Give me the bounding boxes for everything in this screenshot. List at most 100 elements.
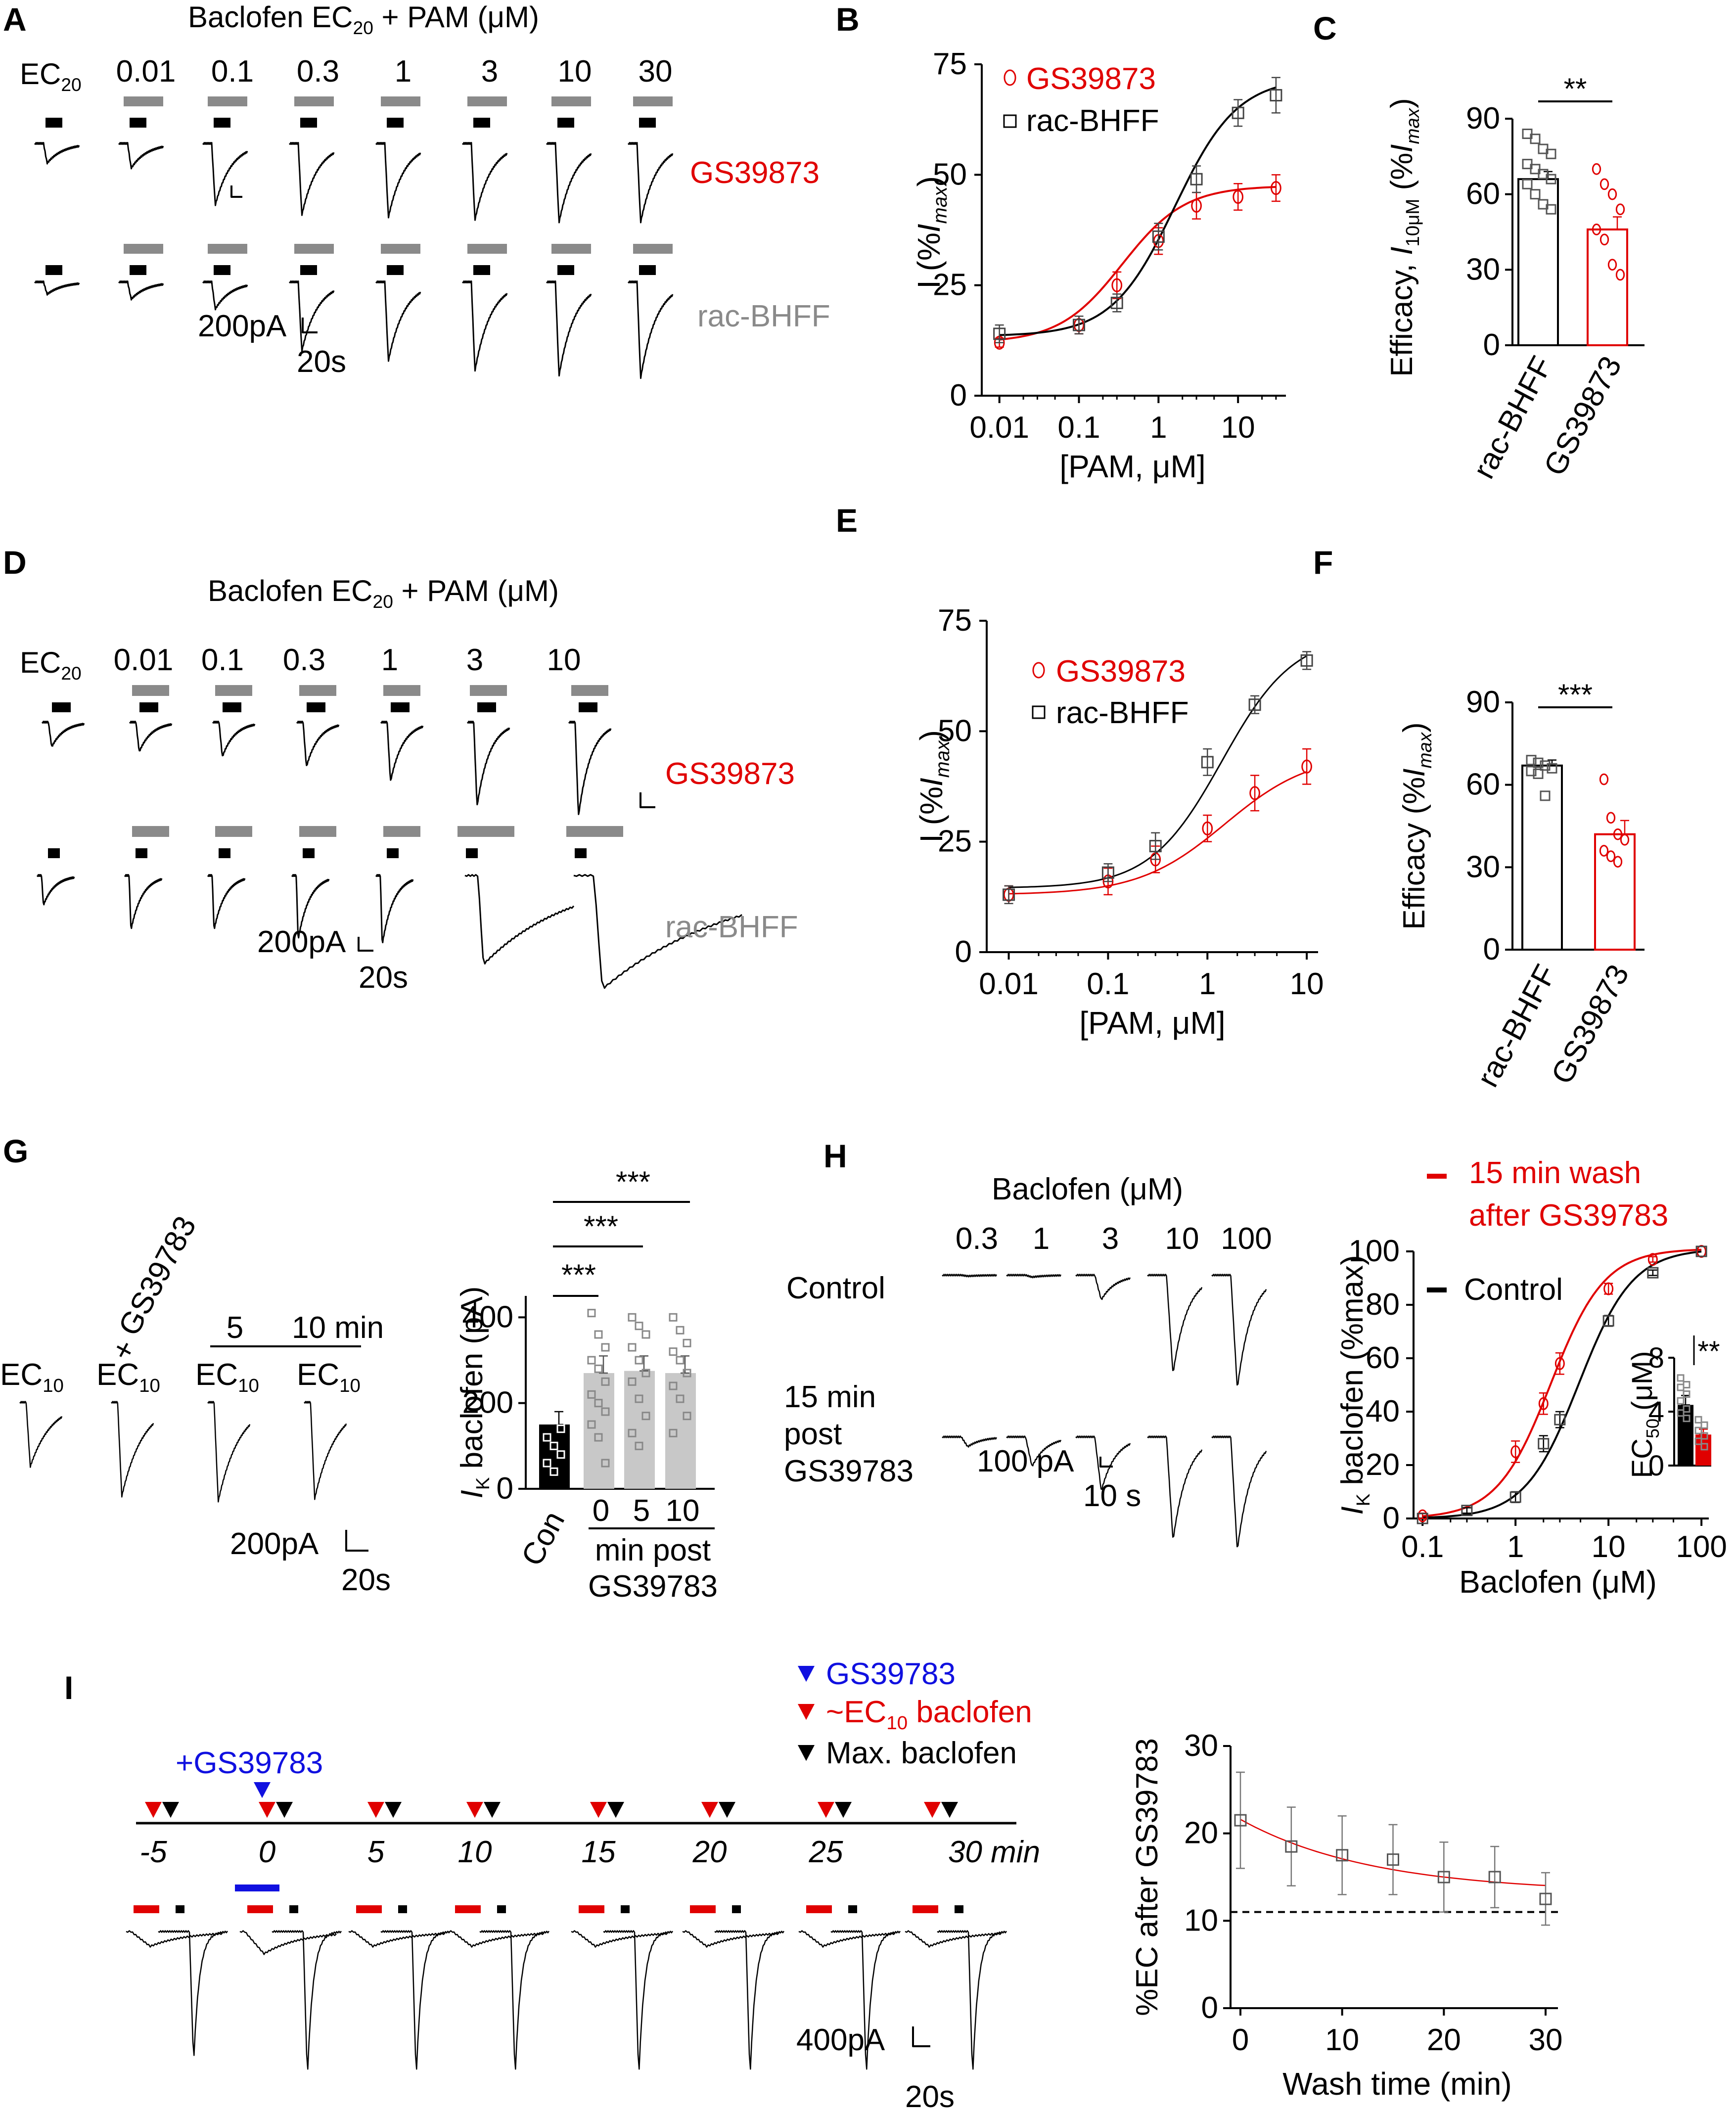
data-point	[1606, 812, 1616, 824]
current-trace	[942, 1274, 998, 1278]
y-tick-label: 0	[1383, 1501, 1400, 1535]
inset-tick-label: 0	[1648, 1450, 1664, 1482]
ec10-marker	[924, 1802, 941, 1818]
ec10-bar	[247, 1905, 273, 1913]
data-point	[1599, 845, 1609, 857]
conc-label: 10	[558, 54, 592, 89]
label-part: EC	[195, 1358, 238, 1392]
data-point	[1201, 756, 1214, 769]
data-point	[641, 1369, 650, 1378]
time-label: 5	[227, 1311, 243, 1345]
data-point	[1647, 1253, 1658, 1266]
x-tick-label: 30	[1529, 2023, 1563, 2057]
data-point	[1683, 1415, 1690, 1423]
label-part: I	[914, 778, 949, 786]
max-marker	[719, 1802, 735, 1818]
time-label: 10 min	[292, 1311, 384, 1345]
data-point	[1647, 1267, 1659, 1279]
conc-label: 30	[639, 54, 673, 89]
data-point	[1677, 1374, 1685, 1382]
label-part: I	[455, 1490, 489, 1498]
label-part: I	[1397, 769, 1431, 777]
label-part: K	[472, 1477, 494, 1490]
baclofen-bar	[557, 118, 574, 128]
label-part: Efficacy (%	[1397, 777, 1431, 930]
ec10-marker	[701, 1802, 718, 1818]
current-trace	[272, 1930, 342, 2070]
x-axis-title: [PAM, μM]	[1079, 1005, 1225, 1041]
data-point	[1700, 1432, 1708, 1440]
y-tick-label: 25	[933, 268, 967, 302]
current-trace	[111, 1401, 154, 1498]
panel-a-header: Baclofen EC20 + PAM (μM)	[188, 0, 539, 38]
baclofen-bar	[219, 848, 230, 858]
data-point	[1248, 698, 1261, 711]
scale-label-s: 10 s	[1083, 1479, 1141, 1513]
baclofen-bar	[639, 265, 656, 275]
current-trace	[207, 874, 246, 929]
pam-bar	[381, 244, 420, 254]
pam-bar	[566, 826, 623, 837]
baclofen-bar	[303, 848, 315, 858]
current-trace	[291, 874, 330, 939]
sig-label: ***	[616, 1165, 650, 1198]
data-point	[1683, 1390, 1690, 1398]
data-point	[1032, 662, 1045, 679]
data-point	[1416, 1513, 1428, 1524]
y-tick-label: 0	[1201, 1991, 1218, 2025]
label-part: I	[1385, 247, 1419, 255]
trace-label-gs: GS39873	[665, 757, 795, 791]
label-part: (μM)	[1626, 1351, 1658, 1418]
data-point	[1301, 759, 1312, 774]
ec10-bar	[806, 1905, 832, 1913]
current-trace	[627, 142, 674, 224]
data-point	[669, 1381, 678, 1390]
data-point	[1547, 763, 1557, 774]
conc-label: 0.3	[297, 54, 339, 89]
legend-marker-max	[798, 1745, 815, 1761]
conc-label: 10	[1165, 1222, 1199, 1256]
label-part: EC	[297, 1358, 339, 1392]
label-part: 10	[886, 1712, 908, 1734]
legend-bhff: rac-BHFF	[1056, 696, 1189, 730]
bar	[1521, 764, 1563, 951]
pam-bar	[633, 244, 673, 254]
current-trace	[461, 142, 508, 221]
pam-bar	[294, 96, 334, 106]
max-bar	[732, 1905, 741, 1913]
x-tick-label: 1	[1199, 967, 1216, 1001]
pam-bar	[208, 244, 247, 254]
y-tick-label: 60	[1366, 1341, 1400, 1375]
scale-bar	[230, 185, 242, 198]
y-tick-label: 20	[1366, 1448, 1400, 1482]
inset-tick-label: 4	[1648, 1396, 1664, 1428]
ec10-bar	[134, 1905, 159, 1913]
data-point	[628, 1313, 637, 1322]
baclofen-bar	[387, 118, 404, 128]
current-trace	[942, 1435, 998, 1448]
drug-label: GS39783	[112, 1211, 203, 1341]
label-part: 50	[1643, 1419, 1663, 1438]
data-point	[594, 1399, 603, 1408]
current-trace	[380, 1930, 451, 2070]
baclofen-bar	[307, 702, 325, 712]
fit-curve-gs	[999, 186, 1276, 341]
data-point	[676, 1326, 685, 1334]
data-point	[543, 1407, 551, 1416]
data-point	[635, 1394, 643, 1403]
x-tick-label: 100	[1676, 1530, 1727, 1564]
ec10-bar	[356, 1905, 382, 1913]
data-point	[1285, 1840, 1298, 1853]
conc-label: 0.01	[116, 54, 176, 89]
data-point	[1554, 1414, 1566, 1425]
y-tick-label: 100	[1349, 1234, 1400, 1268]
max-marker	[607, 1802, 624, 1818]
y-tick-label: 20	[1184, 1816, 1218, 1850]
current-trace	[36, 874, 75, 906]
label-part: max	[1415, 732, 1436, 768]
max-bar	[848, 1905, 857, 1913]
y-tick-label: 30	[1466, 252, 1500, 286]
x-tick-label: 1	[1150, 411, 1167, 445]
y-tick-label: 0	[955, 935, 972, 969]
